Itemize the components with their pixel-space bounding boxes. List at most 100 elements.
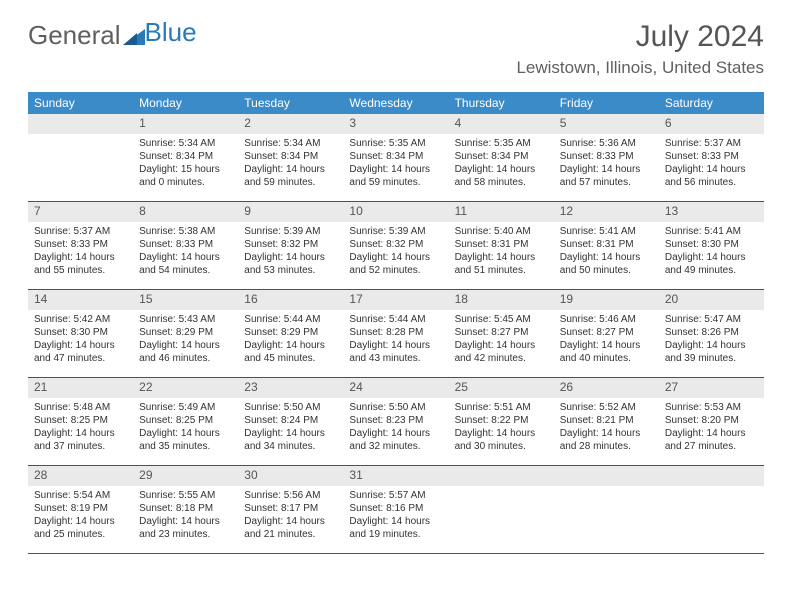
sunrise-text: Sunrise: 5:40 AM xyxy=(455,225,548,238)
day-cell: Sunrise: 5:38 AMSunset: 8:33 PMDaylight:… xyxy=(133,222,238,290)
day-cell xyxy=(449,486,554,554)
daylight-text: Daylight: 14 hours xyxy=(349,251,442,264)
day-number-row: 123456 xyxy=(28,114,764,134)
sunset-text: Sunset: 8:31 PM xyxy=(560,238,653,251)
sunrise-text: Sunrise: 5:56 AM xyxy=(244,489,337,502)
day-number: 16 xyxy=(238,290,343,310)
weekday-header-row: Sunday Monday Tuesday Wednesday Thursday… xyxy=(28,92,764,114)
day-cell: Sunrise: 5:35 AMSunset: 8:34 PMDaylight:… xyxy=(343,134,448,202)
sunrise-text: Sunrise: 5:51 AM xyxy=(455,401,548,414)
daylight-text: and 27 minutes. xyxy=(665,440,758,453)
daylight-text: and 35 minutes. xyxy=(139,440,232,453)
day-cell xyxy=(28,134,133,202)
daylight-text: and 28 minutes. xyxy=(560,440,653,453)
daylight-text: and 0 minutes. xyxy=(139,176,232,189)
sunset-text: Sunset: 8:34 PM xyxy=(139,150,232,163)
day-number: 31 xyxy=(343,466,448,486)
day-number: 3 xyxy=(343,114,448,134)
daylight-text: Daylight: 14 hours xyxy=(244,163,337,176)
day-number: 6 xyxy=(659,114,764,134)
day-number: 8 xyxy=(133,202,238,222)
daylight-text: and 42 minutes. xyxy=(455,352,548,365)
day-cell: Sunrise: 5:48 AMSunset: 8:25 PMDaylight:… xyxy=(28,398,133,466)
daylight-text: Daylight: 15 hours xyxy=(139,163,232,176)
sunrise-text: Sunrise: 5:43 AM xyxy=(139,313,232,326)
daylight-text: Daylight: 14 hours xyxy=(34,427,127,440)
day-number: 17 xyxy=(343,290,448,310)
daylight-text: and 55 minutes. xyxy=(34,264,127,277)
day-cell: Sunrise: 5:50 AMSunset: 8:24 PMDaylight:… xyxy=(238,398,343,466)
daylight-text: and 21 minutes. xyxy=(244,528,337,541)
sunset-text: Sunset: 8:33 PM xyxy=(560,150,653,163)
daylight-text: Daylight: 14 hours xyxy=(455,163,548,176)
day-cell: Sunrise: 5:37 AMSunset: 8:33 PMDaylight:… xyxy=(28,222,133,290)
day-number: 9 xyxy=(238,202,343,222)
day-cell: Sunrise: 5:46 AMSunset: 8:27 PMDaylight:… xyxy=(554,310,659,378)
day-number: 5 xyxy=(554,114,659,134)
sunset-text: Sunset: 8:23 PM xyxy=(349,414,442,427)
weekday-header: Thursday xyxy=(449,92,554,114)
day-number: 11 xyxy=(449,202,554,222)
logo-text-gray: General xyxy=(28,20,121,51)
sunrise-text: Sunrise: 5:39 AM xyxy=(244,225,337,238)
sunrise-text: Sunrise: 5:36 AM xyxy=(560,137,653,150)
day-cell: Sunrise: 5:57 AMSunset: 8:16 PMDaylight:… xyxy=(343,486,448,554)
sunrise-text: Sunrise: 5:37 AM xyxy=(34,225,127,238)
daylight-text: Daylight: 14 hours xyxy=(349,339,442,352)
day-cell: Sunrise: 5:44 AMSunset: 8:29 PMDaylight:… xyxy=(238,310,343,378)
day-content-row: Sunrise: 5:48 AMSunset: 8:25 PMDaylight:… xyxy=(28,398,764,466)
day-cell: Sunrise: 5:43 AMSunset: 8:29 PMDaylight:… xyxy=(133,310,238,378)
daylight-text: and 53 minutes. xyxy=(244,264,337,277)
daylight-text: and 32 minutes. xyxy=(349,440,442,453)
logo-triangle-icon xyxy=(123,21,145,52)
sunset-text: Sunset: 8:34 PM xyxy=(244,150,337,163)
sunset-text: Sunset: 8:32 PM xyxy=(244,238,337,251)
daylight-text: Daylight: 14 hours xyxy=(560,251,653,264)
day-number: 1 xyxy=(133,114,238,134)
daylight-text: and 45 minutes. xyxy=(244,352,337,365)
sunset-text: Sunset: 8:19 PM xyxy=(34,502,127,515)
day-number: 26 xyxy=(554,378,659,398)
daylight-text: Daylight: 14 hours xyxy=(349,427,442,440)
daylight-text: Daylight: 14 hours xyxy=(244,339,337,352)
day-number-row: 14151617181920 xyxy=(28,290,764,310)
month-title: July 2024 xyxy=(516,20,764,54)
day-cell: Sunrise: 5:35 AMSunset: 8:34 PMDaylight:… xyxy=(449,134,554,202)
sunset-text: Sunset: 8:27 PM xyxy=(560,326,653,339)
daylight-text: Daylight: 14 hours xyxy=(139,339,232,352)
sunrise-text: Sunrise: 5:42 AM xyxy=(34,313,127,326)
weekday-header: Wednesday xyxy=(343,92,448,114)
sunset-text: Sunset: 8:30 PM xyxy=(665,238,758,251)
daylight-text: and 50 minutes. xyxy=(560,264,653,277)
sunset-text: Sunset: 8:25 PM xyxy=(139,414,232,427)
sunset-text: Sunset: 8:25 PM xyxy=(34,414,127,427)
sunset-text: Sunset: 8:28 PM xyxy=(349,326,442,339)
day-number: 12 xyxy=(554,202,659,222)
day-number: 2 xyxy=(238,114,343,134)
sunset-text: Sunset: 8:34 PM xyxy=(349,150,442,163)
daylight-text: Daylight: 14 hours xyxy=(139,515,232,528)
daylight-text: and 43 minutes. xyxy=(349,352,442,365)
daylight-text: and 57 minutes. xyxy=(560,176,653,189)
day-cell: Sunrise: 5:39 AMSunset: 8:32 PMDaylight:… xyxy=(238,222,343,290)
title-block: July 2024 Lewistown, Illinois, United St… xyxy=(516,20,764,78)
daylight-text: and 19 minutes. xyxy=(349,528,442,541)
sunrise-text: Sunrise: 5:39 AM xyxy=(349,225,442,238)
daylight-text: Daylight: 14 hours xyxy=(665,339,758,352)
day-cell: Sunrise: 5:34 AMSunset: 8:34 PMDaylight:… xyxy=(238,134,343,202)
sunrise-text: Sunrise: 5:57 AM xyxy=(349,489,442,502)
day-number: 24 xyxy=(343,378,448,398)
day-number: 13 xyxy=(659,202,764,222)
sunset-text: Sunset: 8:20 PM xyxy=(665,414,758,427)
daylight-text: and 39 minutes. xyxy=(665,352,758,365)
daylight-text: Daylight: 14 hours xyxy=(455,251,548,264)
sunset-text: Sunset: 8:22 PM xyxy=(455,414,548,427)
daylight-text: Daylight: 14 hours xyxy=(665,163,758,176)
day-cell: Sunrise: 5:52 AMSunset: 8:21 PMDaylight:… xyxy=(554,398,659,466)
sunrise-text: Sunrise: 5:55 AM xyxy=(139,489,232,502)
daylight-text: and 40 minutes. xyxy=(560,352,653,365)
sunrise-text: Sunrise: 5:35 AM xyxy=(349,137,442,150)
daylight-text: Daylight: 14 hours xyxy=(560,163,653,176)
day-number xyxy=(659,466,764,486)
daylight-text: Daylight: 14 hours xyxy=(349,515,442,528)
